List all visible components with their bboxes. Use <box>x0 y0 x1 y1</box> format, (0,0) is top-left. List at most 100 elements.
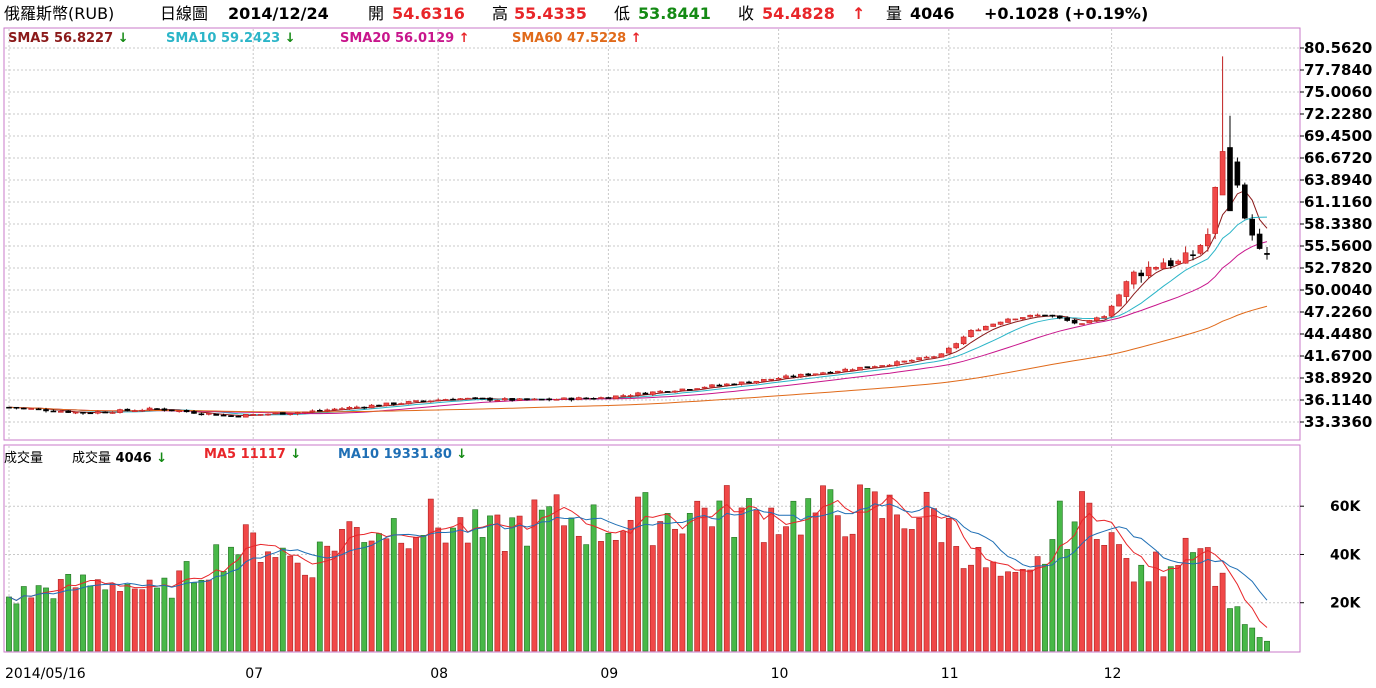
volume-bar <box>35 585 42 652</box>
volume-bar <box>242 524 249 652</box>
candle <box>405 400 412 405</box>
candle-body <box>583 397 590 400</box>
volume-bar <box>812 512 819 652</box>
volume-bar <box>679 533 686 652</box>
date-tick-label: 11 <box>941 666 959 682</box>
volume-bar <box>220 570 227 652</box>
candle <box>605 396 612 399</box>
candle-body <box>316 410 323 412</box>
candle-body <box>598 397 604 399</box>
candle <box>894 360 900 367</box>
volume-bar <box>635 496 641 652</box>
candle-body <box>679 388 686 391</box>
candle-body <box>427 400 434 403</box>
volume-bar <box>80 574 86 652</box>
volume-pane-frame <box>3 444 1301 653</box>
sma10-legend: SMA10 59.2423 ↓ <box>166 31 296 46</box>
candlesticks <box>6 56 1270 418</box>
sma60-arrow-icon: ↑ <box>630 31 642 46</box>
volume-bar <box>1042 563 1048 652</box>
sma10-label: SMA10 <box>166 31 217 46</box>
volume-bar <box>6 596 12 652</box>
volume-bar <box>65 574 72 652</box>
volume-bar <box>50 598 57 652</box>
date-tick-label: 07 <box>245 666 263 682</box>
candle-body <box>302 411 308 414</box>
volume-bar <box>1264 640 1270 652</box>
price-tick-label: 41.6700 <box>1304 347 1372 365</box>
volume-bar <box>901 528 908 652</box>
candle-body <box>908 359 915 362</box>
volume-bar <box>731 537 738 652</box>
candle <box>1101 315 1107 319</box>
price-tick-label: 44.4480 <box>1304 325 1372 343</box>
candle <box>598 396 604 399</box>
close-value: 54.4828 <box>762 4 835 23</box>
candle <box>139 408 145 412</box>
volume-bar <box>265 551 271 652</box>
volume-bar <box>820 485 826 652</box>
candle <box>450 397 456 401</box>
volume-bar <box>938 542 945 652</box>
volume-bar <box>205 579 212 652</box>
candle-body <box>161 408 168 411</box>
volume-bar <box>287 555 294 652</box>
candle-body <box>1116 294 1122 307</box>
candle-body <box>250 414 256 416</box>
candle <box>938 353 945 358</box>
price-tick-label: 33.3360 <box>1304 413 1372 431</box>
candle-body <box>1079 323 1085 325</box>
volume-bar <box>1019 569 1026 652</box>
candle-body <box>686 389 693 391</box>
volume-bar <box>1071 521 1078 652</box>
volume-bar <box>442 542 449 652</box>
chart-kind: 日線圖 <box>160 4 209 23</box>
candle-body <box>1049 314 1056 317</box>
candle <box>797 373 804 379</box>
candle-body <box>413 400 419 402</box>
candle <box>235 415 242 418</box>
vol-ma10-value: 19331.80 <box>383 447 452 462</box>
candle-body <box>1005 318 1011 323</box>
candle-body <box>731 383 738 386</box>
candle <box>339 406 345 411</box>
candle <box>783 374 789 379</box>
sma10-line <box>8 216 1268 416</box>
candle-body <box>1227 147 1233 212</box>
candle-body <box>982 325 989 331</box>
candle <box>1019 317 1026 320</box>
price-tick-label: 47.2260 <box>1304 303 1372 321</box>
vol-ma5-label: MA5 <box>204 447 237 462</box>
candle <box>953 342 960 350</box>
volume-bar <box>1219 572 1226 652</box>
candle-body <box>1219 151 1226 196</box>
candle-body <box>886 364 893 367</box>
candle <box>87 411 94 415</box>
candle-body <box>1108 305 1115 317</box>
candle <box>1094 316 1100 323</box>
low-value: 53.8441 <box>638 4 711 23</box>
candle <box>353 405 360 409</box>
volume-bar <box>1197 548 1204 652</box>
candle <box>901 360 908 363</box>
candle <box>538 398 545 401</box>
date-tick-label: 2014/05/16 <box>5 666 86 682</box>
candle-body <box>339 408 345 410</box>
candle <box>627 394 634 398</box>
volume-bar <box>982 567 989 652</box>
candle <box>243 414 249 418</box>
candle-body <box>1012 318 1019 321</box>
candle <box>701 386 708 390</box>
price-tick-label: 52.7820 <box>1304 259 1372 277</box>
volume-bar <box>975 546 982 652</box>
candle-body <box>945 347 952 354</box>
candle <box>6 406 12 409</box>
volume-tick-label: 60K <box>1330 499 1361 515</box>
close-arrow-icon: ↑ <box>852 4 866 23</box>
candle-body <box>353 406 360 409</box>
candle-body <box>361 406 368 409</box>
candle-body <box>1168 260 1174 267</box>
candle-body <box>760 379 767 382</box>
candle <box>213 413 219 416</box>
candle <box>760 379 767 383</box>
